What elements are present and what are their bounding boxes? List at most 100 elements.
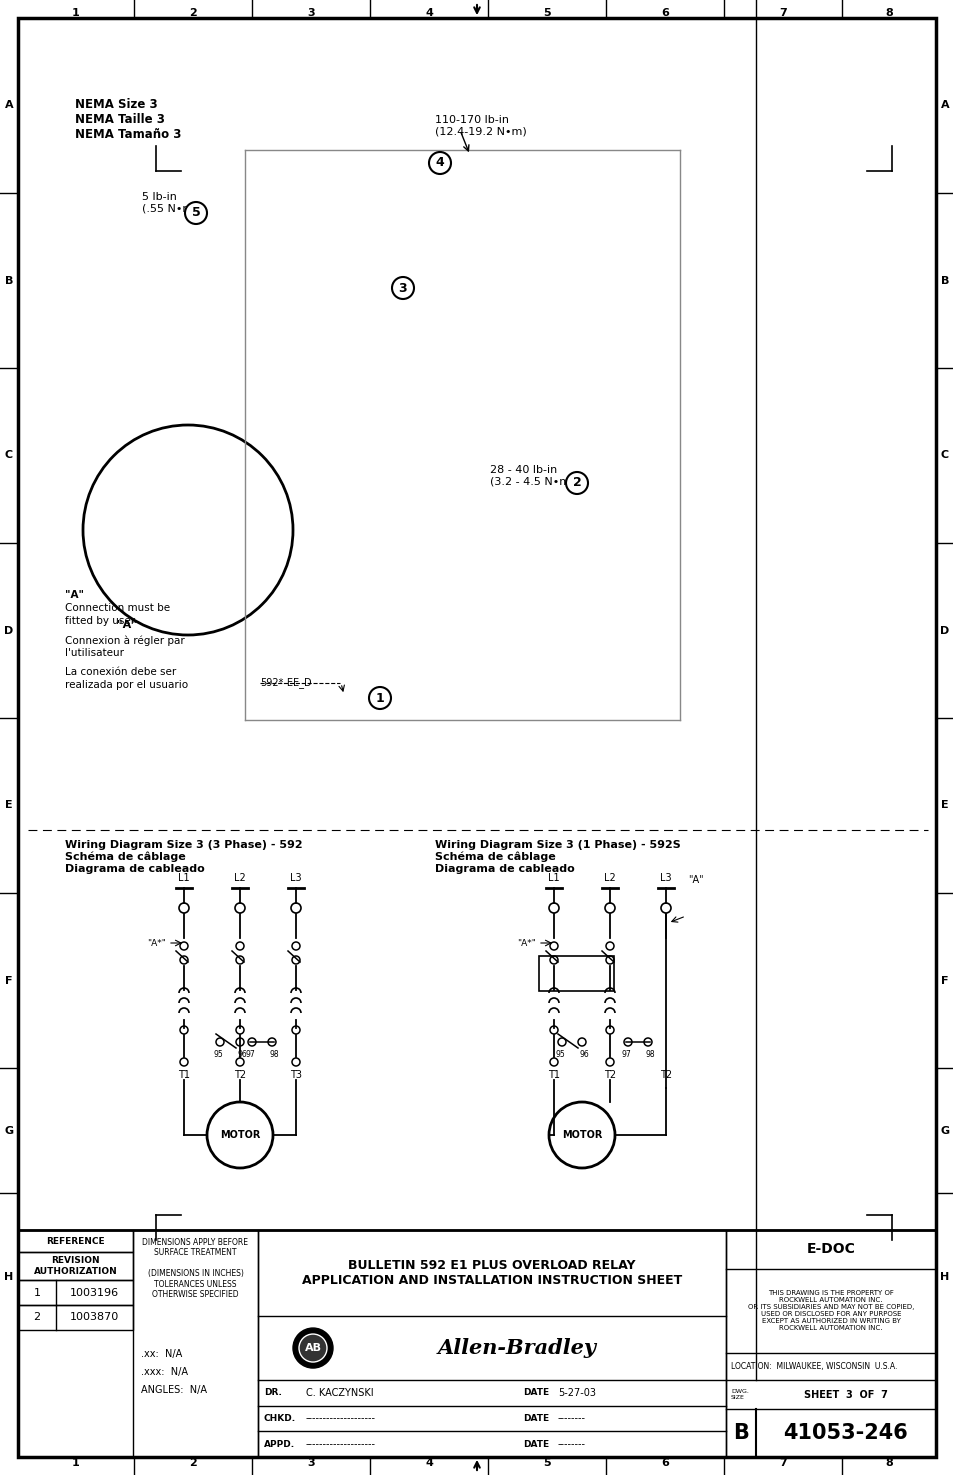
Text: T2: T2 bbox=[233, 1069, 246, 1080]
Circle shape bbox=[392, 277, 414, 299]
Circle shape bbox=[185, 202, 207, 224]
Text: 95: 95 bbox=[555, 1050, 564, 1059]
Text: DIMENSIONS APPLY BEFORE
SURFACE TREATMENT

(DIMENSIONS IN INCHES)
TOLERANCES UNL: DIMENSIONS APPLY BEFORE SURFACE TREATMEN… bbox=[142, 1238, 248, 1299]
Text: 3: 3 bbox=[307, 7, 314, 18]
Text: 5: 5 bbox=[542, 1457, 550, 1468]
Text: 1: 1 bbox=[72, 7, 80, 18]
Text: AB: AB bbox=[304, 1344, 321, 1353]
Bar bbox=[18, 1305, 132, 1330]
Text: DWG.
SIZE: DWG. SIZE bbox=[730, 1389, 748, 1400]
Text: BULLETIN 592 E1 PLUS OVERLOAD RELAY
APPLICATION AND INSTALLATION INSTRUCTION SHE: BULLETIN 592 E1 PLUS OVERLOAD RELAY APPL… bbox=[301, 1260, 681, 1288]
Text: 5: 5 bbox=[192, 207, 200, 220]
Text: THIS DRAWING IS THE PROPERTY OF
ROCKWELL AUTOMATION INC.
OR ITS SUBSIDIARIES AND: THIS DRAWING IS THE PROPERTY OF ROCKWELL… bbox=[747, 1291, 913, 1330]
Text: 2: 2 bbox=[189, 7, 196, 18]
Text: "A": "A" bbox=[65, 590, 84, 600]
Text: G: G bbox=[5, 1125, 13, 1136]
Text: 8: 8 bbox=[884, 7, 892, 18]
Text: 4: 4 bbox=[425, 7, 433, 18]
Text: E: E bbox=[5, 801, 12, 810]
Text: REVISION
AUTHORIZATION: REVISION AUTHORIZATION bbox=[33, 1257, 117, 1276]
Text: .xx:  N/A: .xx: N/A bbox=[141, 1348, 182, 1358]
Text: NEMA Size 3
NEMA Taille 3
NEMA Tamaño 3: NEMA Size 3 NEMA Taille 3 NEMA Tamaño 3 bbox=[75, 97, 181, 142]
Text: --------: -------- bbox=[558, 1413, 585, 1423]
Text: 2: 2 bbox=[189, 1457, 196, 1468]
Text: 4: 4 bbox=[425, 1457, 433, 1468]
Text: L1: L1 bbox=[548, 873, 559, 884]
Text: C: C bbox=[5, 450, 13, 460]
Text: 5-27-03: 5-27-03 bbox=[558, 1388, 596, 1398]
Text: B: B bbox=[732, 1423, 748, 1443]
Circle shape bbox=[565, 472, 587, 494]
Text: L3: L3 bbox=[290, 873, 301, 884]
Text: 3: 3 bbox=[307, 1457, 314, 1468]
Text: F: F bbox=[6, 975, 12, 985]
Text: 4: 4 bbox=[436, 156, 444, 170]
Text: "A*": "A*" bbox=[147, 938, 166, 947]
Bar bbox=[18, 1230, 132, 1252]
Text: C: C bbox=[940, 450, 948, 460]
Text: L2: L2 bbox=[233, 873, 246, 884]
Text: L1: L1 bbox=[178, 873, 190, 884]
Text: 6: 6 bbox=[660, 1457, 668, 1468]
Text: A: A bbox=[5, 100, 13, 111]
Text: T3: T3 bbox=[290, 1069, 302, 1080]
Text: A: A bbox=[940, 100, 948, 111]
Text: DATE: DATE bbox=[522, 1415, 549, 1423]
Text: E-DOC: E-DOC bbox=[805, 1242, 855, 1257]
Text: 2: 2 bbox=[33, 1313, 40, 1323]
Text: T1: T1 bbox=[178, 1069, 190, 1080]
Text: T2: T2 bbox=[659, 1069, 671, 1080]
Text: Allen-Bradley: Allen-Bradley bbox=[437, 1338, 596, 1358]
Text: MOTOR: MOTOR bbox=[561, 1130, 601, 1140]
Text: 41053-246: 41053-246 bbox=[782, 1423, 907, 1443]
Bar bbox=[538, 956, 614, 991]
Text: --------------------: -------------------- bbox=[306, 1413, 375, 1423]
Text: "A": "A" bbox=[117, 620, 136, 630]
Text: 5: 5 bbox=[542, 7, 550, 18]
Text: Connection must be: Connection must be bbox=[65, 603, 170, 614]
Text: L2: L2 bbox=[603, 873, 616, 884]
Text: 2: 2 bbox=[572, 476, 580, 490]
Circle shape bbox=[369, 687, 391, 709]
Text: F: F bbox=[941, 975, 947, 985]
Text: CHKD.: CHKD. bbox=[264, 1415, 295, 1423]
Text: 98: 98 bbox=[644, 1050, 654, 1059]
Text: realizada por el usuario: realizada por el usuario bbox=[65, 680, 188, 690]
Bar bbox=[18, 1280, 132, 1305]
Text: T1: T1 bbox=[547, 1069, 559, 1080]
Bar bbox=[132, 1230, 257, 1457]
Text: 592*-EE_D: 592*-EE_D bbox=[260, 677, 312, 689]
Text: 1003196: 1003196 bbox=[70, 1288, 119, 1298]
Text: 7: 7 bbox=[779, 1457, 786, 1468]
Text: 98: 98 bbox=[269, 1050, 278, 1059]
Text: 1003870: 1003870 bbox=[70, 1313, 119, 1323]
Text: 97: 97 bbox=[620, 1050, 630, 1059]
Text: 96: 96 bbox=[237, 1050, 247, 1059]
Text: "A*": "A*" bbox=[517, 938, 536, 947]
Text: 1: 1 bbox=[375, 692, 384, 705]
Text: APPD.: APPD. bbox=[264, 1440, 294, 1448]
Bar bbox=[725, 1230, 935, 1457]
Text: E: E bbox=[941, 801, 948, 810]
Text: 3: 3 bbox=[398, 282, 407, 295]
Text: 95: 95 bbox=[213, 1050, 223, 1059]
Text: 28 - 40 lb-in
(3.2 - 4.5 N•m): 28 - 40 lb-in (3.2 - 4.5 N•m) bbox=[490, 465, 574, 487]
Text: Wiring Diagram Size 3 (1 Phase) - 592S
Schéma de câblage
Diagrama de cableado: Wiring Diagram Size 3 (1 Phase) - 592S S… bbox=[435, 839, 680, 873]
Text: B: B bbox=[5, 276, 13, 286]
Text: DR.: DR. bbox=[264, 1388, 281, 1397]
Text: .xxx:  N/A: .xxx: N/A bbox=[141, 1366, 188, 1376]
Text: T2: T2 bbox=[603, 1069, 616, 1080]
Text: --------: -------- bbox=[558, 1440, 585, 1448]
Text: 1: 1 bbox=[72, 1457, 80, 1468]
Text: 8: 8 bbox=[884, 1457, 892, 1468]
Text: REFERENCE: REFERENCE bbox=[46, 1236, 105, 1245]
Circle shape bbox=[429, 152, 451, 174]
Text: ANGLES:  N/A: ANGLES: N/A bbox=[141, 1385, 207, 1394]
Bar bbox=[257, 1230, 725, 1457]
Text: LOCATION:  MILWAUKEE, WISCONSIN  U.S.A.: LOCATION: MILWAUKEE, WISCONSIN U.S.A. bbox=[730, 1361, 897, 1370]
Bar bbox=[18, 1252, 132, 1280]
Text: B: B bbox=[940, 276, 948, 286]
Text: D: D bbox=[940, 625, 948, 636]
Text: MOTOR: MOTOR bbox=[219, 1130, 260, 1140]
Text: Connexion à régler par: Connexion à régler par bbox=[65, 636, 185, 646]
